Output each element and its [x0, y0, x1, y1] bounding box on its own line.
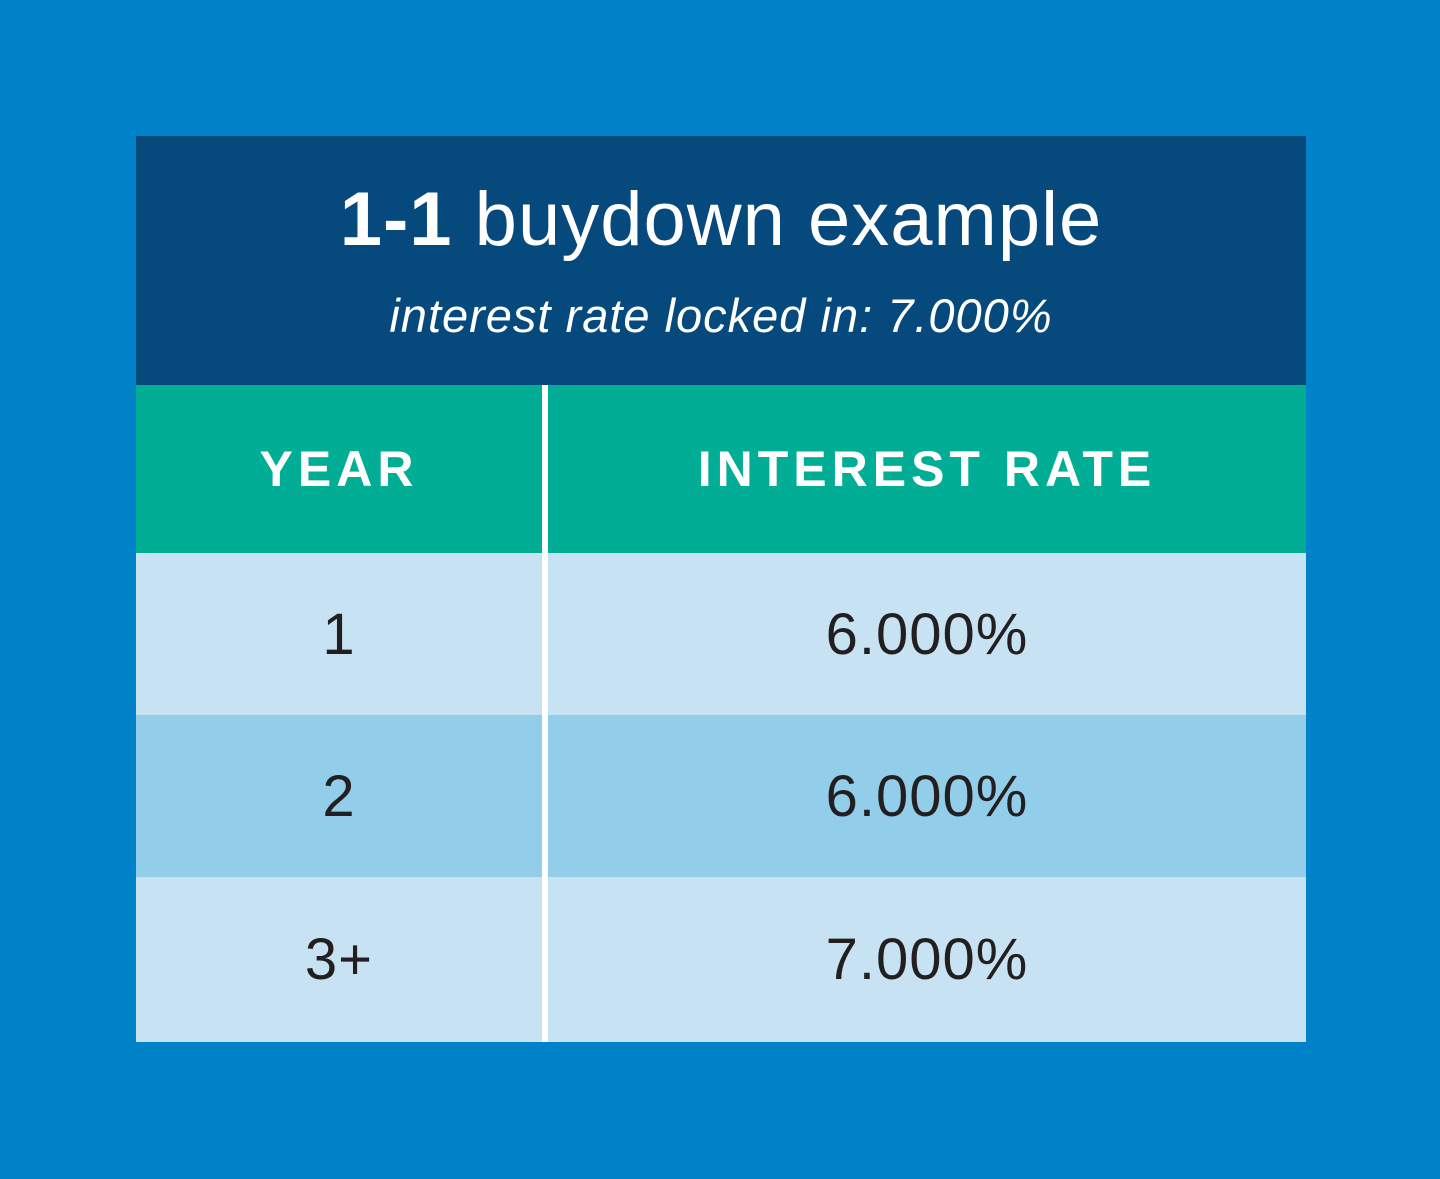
- table-header-row: YEAR INTEREST RATE: [136, 385, 1306, 553]
- interest-rate-value: 7.000%: [825, 927, 1029, 992]
- table-row-year-2: 2 6.000%: [136, 715, 1306, 877]
- interest-rate-value: 6.000%: [825, 763, 1029, 829]
- year-value: 3+: [136, 877, 548, 1042]
- buydown-table-card: 1-1 buydown example interest rate locked…: [136, 136, 1306, 1042]
- card-header: 1-1 buydown example interest rate locked…: [136, 136, 1306, 385]
- column-header-year: YEAR: [136, 385, 548, 553]
- card-subtitle: interest rate locked in: 7.000%: [389, 289, 1053, 342]
- table-row-year-3-plus: 3+ 7.000%: [136, 877, 1306, 1042]
- year-value: 1: [136, 553, 548, 715]
- title-rest-label: buydown example: [474, 177, 1103, 262]
- year-value: 2: [136, 715, 548, 877]
- card-title: 1-1 buydown example: [340, 182, 1103, 258]
- table-row-year-1: 1 6.000%: [136, 553, 1306, 715]
- column-header-interest-rate: INTEREST RATE: [697, 441, 1157, 497]
- title-buydown-label: 1-1: [339, 177, 453, 262]
- interest-rate-value: 6.000%: [825, 601, 1029, 667]
